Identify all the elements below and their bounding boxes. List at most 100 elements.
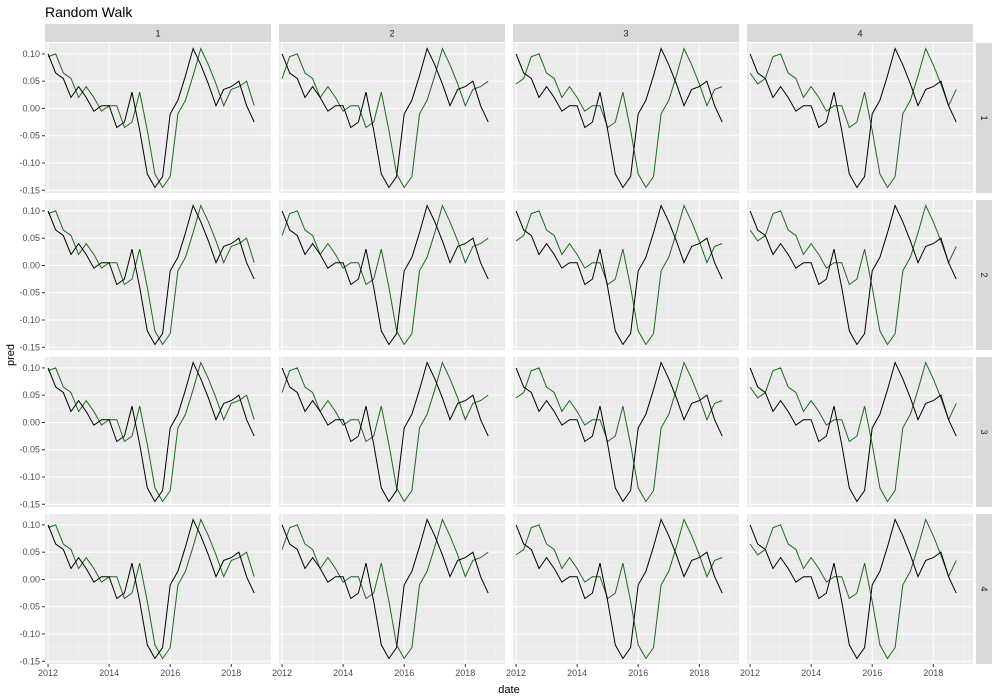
y-tick-label: -0.05 [19,445,40,455]
facet-panel: 2012 2014 2016 2018 [272,514,505,678]
actual-series-line [749,361,957,503]
panel-background [513,514,739,664]
column-strip [279,24,505,42]
x-tick-label: 2018 [923,668,943,678]
x-tick-label: 2012 [272,668,292,678]
actual-series-line [47,361,255,503]
x-tick-label: 2014 [567,668,587,678]
y-tick-label: -0.15 [19,499,40,509]
y-tick-label: -0.15 [19,185,40,195]
y-tick-label: 0.05 [22,233,40,243]
predicted-series-line [281,47,489,189]
x-tick-label: 2016 [628,668,648,678]
y-tick-label: -0.05 [19,288,40,298]
panel-background [45,514,271,664]
y-tick-label: -0.10 [19,472,40,482]
facet-panel: 2012 2014 2016 2018 [740,514,973,678]
facet-panel: 0.10 0.05 0.00 -0.05 -0.10 -0.15 2012 2014 2016 2… [19,514,271,678]
y-axis-title: pred [5,344,17,366]
column-strip [747,24,973,42]
facet-panel [513,43,739,193]
panel-background [513,200,739,350]
panel-background [279,514,505,664]
facet-panel [279,43,505,193]
actual-series-line [281,361,489,503]
x-tick-label: 2014 [801,668,821,678]
y-tick-label: 0.10 [22,363,40,373]
actual-series-line [47,204,255,346]
actual-series-line [515,518,723,660]
predicted-series-line [281,518,489,660]
facet-panel [747,43,973,193]
facet-panel [747,357,973,507]
actual-series-line [749,204,957,346]
panel-background [279,200,505,350]
actual-series-line [281,204,489,346]
row-strip-label: 2 [979,272,989,277]
y-tick-label: 0.00 [22,417,40,427]
panel-background [45,357,271,507]
y-tick-label: -0.15 [19,656,40,666]
panel-background [279,43,505,193]
facet-panel [747,200,973,350]
panel-background [45,200,271,350]
column-strip [45,24,271,42]
y-tick-label: -0.10 [19,158,40,168]
x-tick-label: 2014 [99,668,119,678]
column-strip-label: 4 [857,29,862,39]
predicted-series-line [281,361,489,503]
actual-series-line [515,361,723,503]
facet-panel [513,357,739,507]
actual-series-line [47,47,255,189]
x-tick-label: 2018 [221,668,241,678]
x-tick-label: 2014 [333,668,353,678]
panel-background [747,200,973,350]
actual-series-line [515,47,723,189]
y-tick-label: 0.05 [22,76,40,86]
row-strip-label: 3 [979,429,989,434]
actual-series-line [281,47,489,189]
y-tick-label: 0.10 [22,206,40,216]
x-tick-label: 2012 [740,668,760,678]
panel-background [513,43,739,193]
row-strip [976,514,992,664]
y-tick-label: -0.10 [19,629,40,639]
actual-series-line [749,518,957,660]
x-tick-label: 2018 [455,668,475,678]
facet-panel: 2012 2014 2016 2018 [506,514,739,678]
predicted-series-line [515,361,723,503]
row-strip [976,357,992,507]
y-tick-label: -0.10 [19,315,40,325]
x-axis-title: date [498,684,519,696]
x-tick-label: 2016 [160,668,180,678]
x-tick-label: 2016 [394,668,414,678]
actual-series-line [47,518,255,660]
row-strip [976,200,992,350]
y-tick-label: 0.00 [22,260,40,270]
predicted-series-line [515,204,723,346]
y-tick-label: 0.10 [22,520,40,530]
y-tick-label: 0.00 [22,574,40,584]
predicted-series-line [515,518,723,660]
column-strip-label: 3 [623,29,628,39]
facet-panel: 0.10 0.05 0.00 -0.05 -0.10 -0.15 [19,43,271,195]
panel-background [279,357,505,507]
x-tick-label: 2012 [506,668,526,678]
actual-series-line [749,47,957,189]
y-tick-label: -0.05 [19,602,40,612]
predicted-series-line [749,47,957,189]
y-tick-label: -0.15 [19,342,40,352]
row-strip-label: 1 [979,115,989,120]
row-strip-label: 4 [979,586,989,591]
x-tick-label: 2012 [38,668,58,678]
actual-series-line [281,518,489,660]
predicted-series-line [749,204,957,346]
panel-background [45,43,271,193]
y-tick-label: 0.00 [22,103,40,113]
facet-panel: 0.10 0.05 0.00 -0.05 -0.10 -0.15 [19,200,271,352]
panel-background [747,514,973,664]
x-tick-label: 2018 [689,668,709,678]
predicted-series-line [749,361,957,503]
chart-title: Random Walk [45,4,133,20]
